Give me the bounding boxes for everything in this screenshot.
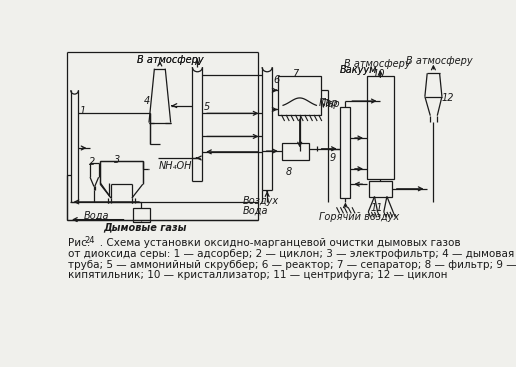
Text: 10: 10 xyxy=(373,69,385,79)
Text: труба; 5 — аммонийный скруббер; 6 — реактор; 7 — сепаратор; 8 — фильтр; 9 —: труба; 5 — аммонийный скруббер; 6 — реак… xyxy=(69,259,516,270)
Text: Вакуум: Вакуум xyxy=(340,65,377,75)
Text: 3: 3 xyxy=(114,155,120,165)
Text: кипятильник; 10 — кристаллизатор; 11 — центрифуга; 12 — циклон: кипятильник; 10 — кристаллизатор; 11 — ц… xyxy=(69,270,448,280)
Text: В атмосферу: В атмосферу xyxy=(137,55,204,65)
Text: В атмосферу: В атмосферу xyxy=(137,55,204,65)
Bar xyxy=(367,76,394,179)
Text: 2: 2 xyxy=(89,157,95,167)
Bar xyxy=(282,143,310,160)
Bar xyxy=(341,107,350,198)
Text: 12: 12 xyxy=(442,92,455,102)
Text: 24: 24 xyxy=(85,236,95,245)
Bar xyxy=(369,181,392,196)
Text: Вода: Вода xyxy=(84,210,109,220)
Text: Рис.: Рис. xyxy=(69,238,94,248)
Text: 4: 4 xyxy=(143,96,150,106)
Text: Воздух: Воздух xyxy=(243,196,279,207)
Text: Вакуум: Вакуум xyxy=(340,65,377,75)
Text: от диоксида серы: 1 — адсорбер; 2 — циклон; 3 — электрофильтр; 4 — дымовая: от диоксида серы: 1 — адсорбер; 2 — цикл… xyxy=(69,249,514,259)
Text: 8: 8 xyxy=(285,167,292,177)
Text: 5: 5 xyxy=(204,102,210,112)
Text: 7: 7 xyxy=(293,69,299,79)
Text: 6: 6 xyxy=(274,75,280,85)
Text: Горячий воздух: Горячий воздух xyxy=(319,212,399,222)
Text: В атмосферу: В атмосферу xyxy=(406,57,472,66)
Text: NH₄OH: NH₄OH xyxy=(159,161,192,171)
Text: 11: 11 xyxy=(370,203,383,212)
Text: . Схема установки оксидно-марганцевой очистки дымовых газов: . Схема установки оксидно-марганцевой оч… xyxy=(90,238,461,248)
Text: Дымовые газы: Дымовые газы xyxy=(103,223,187,233)
Bar xyxy=(133,208,150,222)
Text: 1: 1 xyxy=(80,106,86,116)
Text: Вода: Вода xyxy=(243,206,268,216)
Bar xyxy=(279,76,321,115)
Text: Пар: Пар xyxy=(321,99,341,109)
Text: Пар: Пар xyxy=(319,98,338,108)
Text: В атмосферу: В атмосферу xyxy=(344,59,410,69)
Text: 9: 9 xyxy=(330,153,336,163)
